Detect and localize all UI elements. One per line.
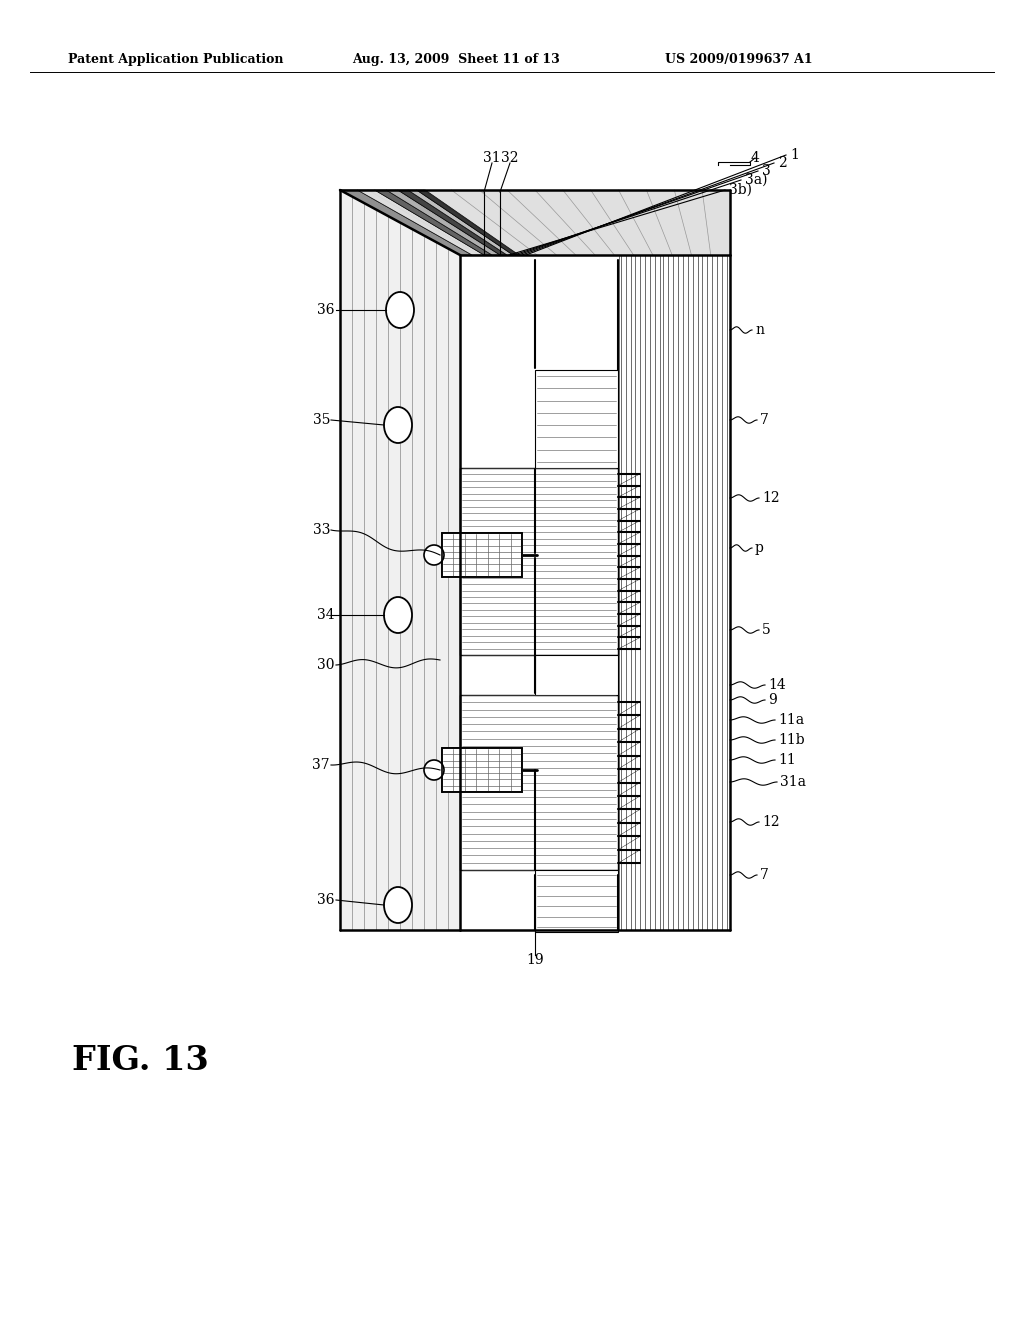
- Text: 37: 37: [312, 758, 330, 772]
- Text: FIG. 13: FIG. 13: [72, 1044, 208, 1077]
- Polygon shape: [340, 190, 730, 255]
- Ellipse shape: [384, 887, 412, 923]
- Text: 9: 9: [768, 693, 777, 708]
- Polygon shape: [652, 255, 658, 931]
- Text: 3b): 3b): [729, 183, 752, 197]
- Text: 7: 7: [760, 869, 769, 882]
- Text: 19: 19: [526, 953, 544, 968]
- Text: 7: 7: [760, 413, 769, 426]
- Text: p: p: [755, 541, 764, 554]
- Text: 12: 12: [762, 491, 779, 506]
- Text: Aug. 13, 2009  Sheet 11 of 13: Aug. 13, 2009 Sheet 11 of 13: [352, 54, 560, 66]
- Polygon shape: [664, 255, 670, 931]
- Polygon shape: [644, 255, 652, 931]
- Text: 34: 34: [317, 609, 335, 622]
- Polygon shape: [460, 696, 618, 870]
- Circle shape: [424, 545, 444, 565]
- Text: Patent Application Publication: Patent Application Publication: [68, 54, 284, 66]
- Text: 1: 1: [790, 148, 799, 162]
- Polygon shape: [460, 255, 620, 931]
- Polygon shape: [408, 190, 513, 255]
- Polygon shape: [340, 190, 472, 255]
- Polygon shape: [696, 255, 702, 931]
- Text: 5: 5: [762, 623, 771, 638]
- Polygon shape: [620, 255, 730, 931]
- Polygon shape: [375, 190, 492, 255]
- Circle shape: [424, 760, 444, 780]
- Text: 2: 2: [778, 156, 786, 170]
- Text: 12: 12: [762, 814, 779, 829]
- Polygon shape: [442, 533, 522, 577]
- Text: 11: 11: [778, 752, 796, 767]
- Text: 11a: 11a: [778, 713, 804, 727]
- Polygon shape: [670, 255, 680, 931]
- Polygon shape: [460, 255, 730, 931]
- Polygon shape: [710, 255, 718, 931]
- Text: 3a): 3a): [745, 173, 768, 187]
- Text: 33: 33: [312, 523, 330, 537]
- Polygon shape: [638, 255, 644, 931]
- Polygon shape: [702, 255, 710, 931]
- Polygon shape: [460, 469, 618, 655]
- Text: 14: 14: [768, 678, 785, 692]
- Text: 4: 4: [751, 150, 760, 165]
- Polygon shape: [620, 255, 630, 931]
- Text: 11b: 11b: [778, 733, 805, 747]
- Text: 31a: 31a: [780, 775, 806, 789]
- Polygon shape: [630, 255, 638, 931]
- Polygon shape: [417, 190, 519, 255]
- Text: n: n: [755, 323, 764, 337]
- Text: 3: 3: [762, 164, 771, 178]
- Polygon shape: [357, 190, 484, 255]
- Polygon shape: [688, 255, 696, 931]
- Ellipse shape: [384, 407, 412, 444]
- Text: 31: 31: [483, 150, 501, 165]
- Polygon shape: [397, 190, 507, 255]
- Text: 35: 35: [312, 413, 330, 426]
- Polygon shape: [658, 255, 664, 931]
- Polygon shape: [726, 255, 730, 931]
- Polygon shape: [535, 370, 618, 469]
- Polygon shape: [718, 255, 726, 931]
- Polygon shape: [680, 255, 688, 931]
- Polygon shape: [340, 190, 460, 931]
- Text: 36: 36: [317, 894, 335, 907]
- Polygon shape: [442, 748, 522, 792]
- Polygon shape: [386, 190, 500, 255]
- Ellipse shape: [386, 292, 414, 327]
- Text: 36: 36: [317, 304, 335, 317]
- Polygon shape: [535, 655, 618, 696]
- Text: US 2009/0199637 A1: US 2009/0199637 A1: [665, 54, 813, 66]
- Polygon shape: [535, 870, 618, 932]
- Ellipse shape: [384, 597, 412, 634]
- Text: 30: 30: [317, 657, 335, 672]
- Text: 32: 32: [502, 150, 519, 165]
